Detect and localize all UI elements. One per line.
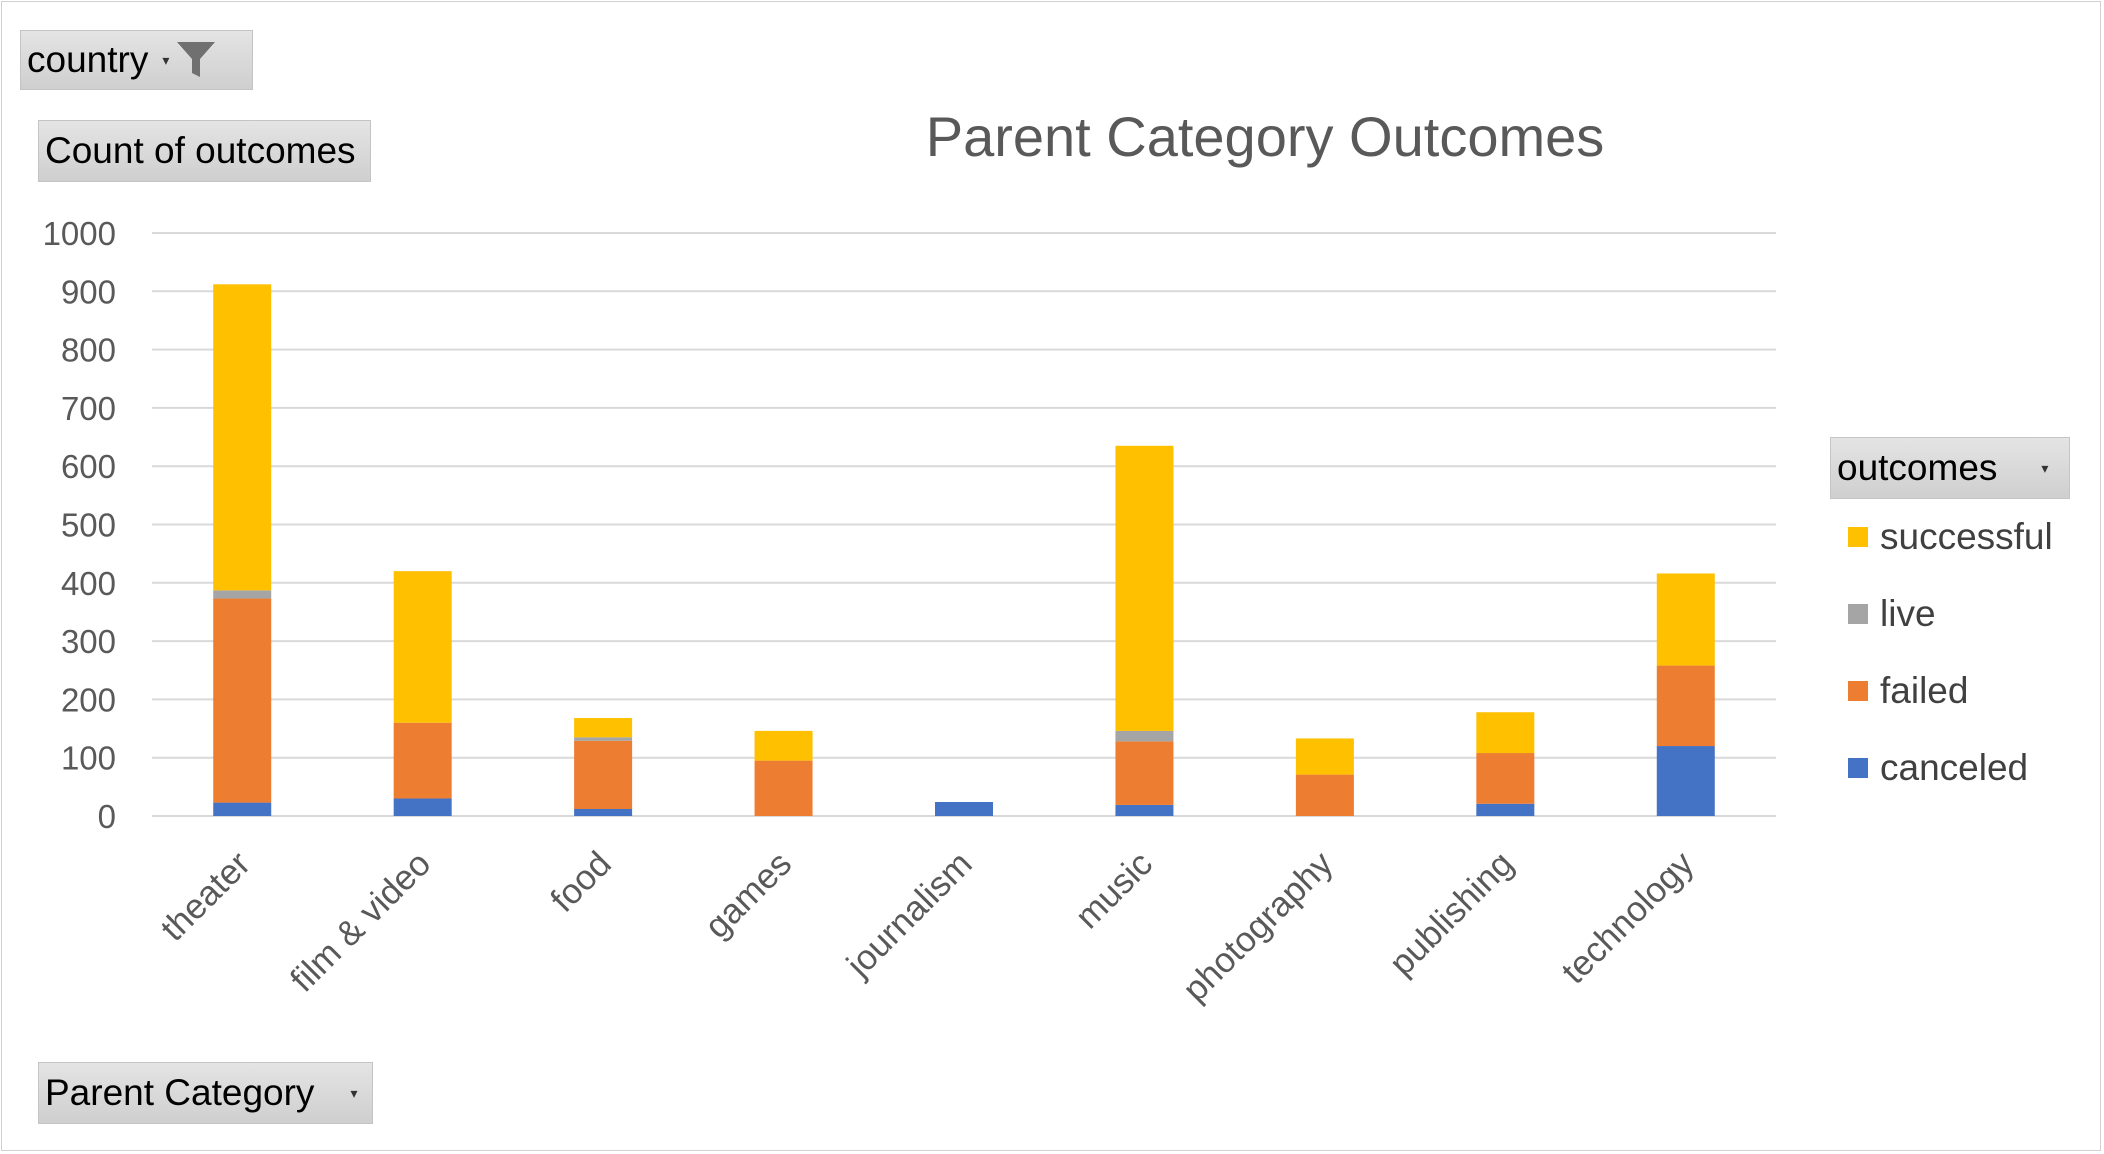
bar-segment-failed (1476, 753, 1535, 804)
legend-swatch (1848, 527, 1868, 547)
y-tick-label: 700 (61, 390, 116, 427)
chevron-down-icon: ▾ (162, 51, 170, 68)
y-tick-label: 1000 (43, 215, 116, 252)
legend-label: live (1880, 593, 1936, 634)
bar-segment-successful (574, 718, 633, 738)
legend-item-failed: failed (1848, 670, 1968, 712)
chevron-down-icon: ▾ (350, 1084, 358, 1101)
y-tick-label: 600 (61, 448, 116, 485)
country-filter-button[interactable]: country ▾ (20, 30, 253, 90)
bar-segment-canceled (935, 802, 993, 816)
bar-segment-canceled (1476, 803, 1535, 816)
bar-segment-failed (1656, 665, 1715, 747)
bar-segment-successful (1295, 738, 1354, 775)
x-tick-label: food (543, 844, 619, 920)
bar-segment-successful (1115, 445, 1174, 731)
bar-segment-failed (1295, 774, 1354, 816)
y-tick-label: 800 (61, 332, 116, 369)
x-tick-label: publishing (1382, 844, 1521, 983)
bar-segment-failed (1115, 741, 1174, 805)
bar-segment-canceled (1115, 804, 1174, 816)
y-tick-label: 500 (61, 507, 116, 544)
legend-label: successful (1880, 516, 2053, 557)
x-tick-label: film & video (283, 844, 438, 999)
legend-label: canceled (1880, 747, 2029, 788)
x-tick-label: music (1068, 844, 1160, 936)
parent-category-field-label: Parent Category (45, 1072, 315, 1113)
parent-category-field-button[interactable]: Parent Category ▾ (38, 1062, 373, 1124)
bar-segment-live (1115, 730, 1174, 742)
legend-label: failed (1880, 670, 1969, 711)
bar-segment-successful (1656, 573, 1715, 666)
legend-swatch (1848, 681, 1868, 701)
y-tick-label: 200 (61, 681, 116, 718)
bar-segment-successful (754, 730, 813, 761)
country-filter-label: country (27, 39, 149, 80)
bar-segment-live (574, 737, 633, 741)
bar-segment-successful (213, 284, 272, 591)
value-field-button[interactable]: Count of outcomes (38, 120, 371, 182)
bar-segment-canceled (393, 798, 452, 816)
x-tick-label: photography (1175, 844, 1341, 1010)
bar-segment-failed (574, 740, 633, 810)
bar-segment-failed (754, 760, 813, 816)
y-tick-label: 0 (98, 798, 116, 835)
value-field-label: Count of outcomes (45, 130, 356, 171)
y-tick-label: 100 (61, 740, 116, 777)
x-tick-label: games (697, 844, 799, 946)
bar-segment-failed (213, 598, 272, 803)
bar-segment-failed (393, 722, 452, 799)
y-tick-label: 900 (61, 273, 116, 310)
legend-item-canceled: canceled (1848, 747, 2028, 789)
chart-title: Parent Category Outcomes (925, 105, 1605, 168)
bar-segment-live (213, 590, 272, 599)
outcomes-legend-field-button[interactable]: outcomes ▾ (1830, 437, 2070, 499)
funnel-icon (177, 42, 216, 77)
bar-segment-canceled (1656, 746, 1715, 816)
bar-segment-successful (393, 571, 452, 723)
chevron-down-icon: ▾ (2041, 459, 2049, 476)
bar-segment-canceled (574, 809, 633, 816)
y-tick-label: 400 (61, 565, 116, 602)
outcomes-field-label: outcomes (1837, 447, 1998, 488)
x-tick-label: theater (153, 844, 258, 949)
x-tick-label: technology (1554, 844, 1702, 992)
y-tick-label: 300 (61, 623, 116, 660)
bar-segment-canceled (213, 802, 272, 816)
legend-item-successful: successful (1848, 516, 2053, 558)
legend-swatch (1848, 604, 1868, 624)
legend-swatch (1848, 758, 1868, 778)
x-tick-label: journalism (839, 844, 980, 985)
bar-segment-successful (1476, 712, 1535, 754)
legend-item-live: live (1848, 593, 1936, 635)
